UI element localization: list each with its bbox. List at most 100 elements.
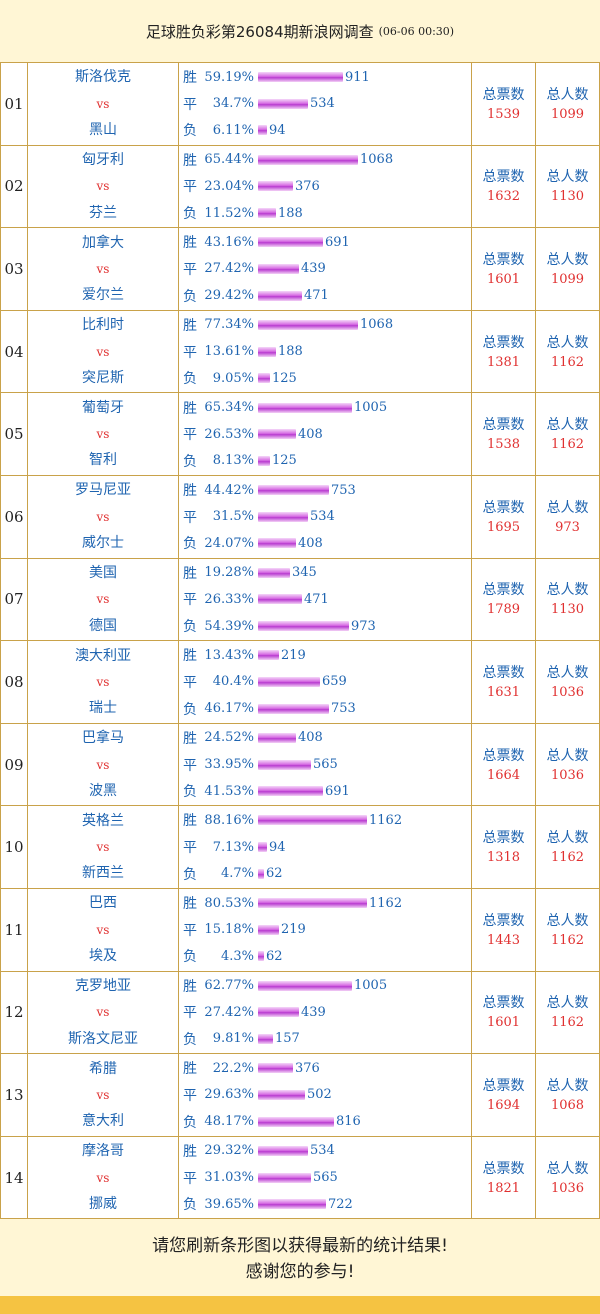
teams-stack: 巴西 vs 埃及 — [28, 890, 178, 970]
away-team-link[interactable]: 意大利 — [82, 1113, 124, 1130]
total-votes-value: 1318 — [486, 850, 521, 866]
win-bar — [258, 567, 290, 578]
home-team-link[interactable]: 罗马尼亚 — [75, 482, 131, 499]
stat-lose: 负 8.13% 125 — [183, 450, 471, 472]
away-team-link[interactable]: 斯洛文尼亚 — [68, 1030, 138, 1047]
draw-bar — [258, 181, 293, 192]
draw-percent: 26.53% — [204, 426, 254, 442]
away-team-link[interactable]: 智利 — [89, 452, 117, 469]
match-number: 14 — [0, 1135, 28, 1220]
draw-label: 平 — [183, 592, 197, 609]
total-votes-cell: 总票数 1443 — [471, 887, 536, 972]
home-team-link[interactable]: 匈牙利 — [82, 152, 124, 169]
away-team-link[interactable]: 黑山 — [89, 122, 117, 139]
draw-bar — [258, 842, 267, 853]
away-team-link[interactable]: 新西兰 — [82, 865, 124, 882]
draw-count: 188 — [278, 344, 303, 360]
win-percent: 59.19% — [204, 69, 254, 85]
home-team-link[interactable]: 巴西 — [89, 895, 117, 912]
draw-label: 平 — [183, 344, 197, 361]
total-people-cell: 总人数 1162 — [535, 392, 600, 476]
home-team-link[interactable]: 加拿大 — [82, 234, 124, 251]
stat-win: 胜 62.77% 1005 — [183, 975, 471, 997]
total-people-value: 1036 — [550, 1180, 585, 1196]
total-people-value: 1130 — [550, 189, 585, 205]
total-votes-cell: 总票数 1601 — [471, 227, 536, 311]
away-team-link[interactable]: 爱尔兰 — [82, 287, 124, 304]
away-team-link[interactable]: 威尔士 — [82, 535, 124, 552]
home-team-link[interactable]: 摩洛哥 — [82, 1143, 124, 1160]
total-votes-value: 1443 — [486, 932, 521, 948]
vote-stats: 胜 62.77% 1005 平 27.42% 439 负 9.81% 157 — [178, 970, 472, 1055]
stat-lose: 负 4.3% 62 — [183, 945, 471, 967]
home-team-link[interactable]: 巴拿马 — [82, 730, 124, 747]
home-team-link[interactable]: 澳大利亚 — [75, 647, 131, 664]
total-people-label: 总人数 — [546, 830, 589, 847]
vote-stats: 胜 13.43% 219 平 40.4% 659 负 46.17% 753 — [178, 640, 472, 724]
away-team-link[interactable]: 挪威 — [89, 1195, 117, 1212]
match-number: 03 — [0, 227, 28, 311]
draw-bar — [258, 1089, 305, 1100]
win-bar — [258, 1145, 308, 1156]
total-votes-cell: 总票数 1601 — [471, 970, 536, 1055]
total-people-label: 总人数 — [546, 582, 589, 599]
away-team-link[interactable]: 瑞士 — [89, 700, 117, 717]
home-team-link[interactable]: 希腊 — [89, 1060, 117, 1077]
win-label: 胜 — [183, 235, 197, 252]
total-votes-value: 1601 — [486, 271, 521, 287]
stat-win: 胜 88.16% 1162 — [183, 809, 471, 831]
home-team-link[interactable]: 比利时 — [82, 317, 124, 334]
total-votes-value: 1631 — [486, 684, 521, 700]
draw-count: 408 — [298, 426, 323, 442]
lose-percent: 9.81% — [212, 1031, 254, 1047]
lose-label: 负 — [183, 288, 197, 305]
lose-percent: 11.52% — [204, 205, 254, 221]
stat-win: 胜 24.52% 408 — [183, 727, 471, 749]
home-team-link[interactable]: 英格兰 — [82, 812, 124, 829]
win-count: 1005 — [354, 978, 388, 994]
lose-label: 负 — [183, 701, 197, 718]
match-number: 06 — [0, 474, 28, 559]
teams-stack: 匈牙利 vs 芬兰 — [28, 146, 178, 226]
total-votes-cell: 总票数 1318 — [471, 805, 536, 889]
match-teams: 斯洛伐克 vs 黑山 — [27, 62, 179, 146]
total-people-cell: 总人数 1099 — [535, 227, 600, 311]
home-team-link[interactable]: 斯洛伐克 — [75, 69, 131, 86]
total-votes-value: 1601 — [486, 1015, 521, 1031]
total-votes-value: 1632 — [486, 189, 521, 205]
survey-timestamp: (06-06 00:30) — [378, 24, 455, 38]
total-people-label: 总人数 — [546, 499, 589, 516]
draw-label: 平 — [183, 261, 197, 278]
home-team-link[interactable]: 葡萄牙 — [82, 399, 124, 416]
draw-label: 平 — [183, 840, 197, 857]
lose-label: 负 — [183, 536, 197, 553]
draw-label: 平 — [183, 922, 197, 939]
total-votes-cell: 总票数 1539 — [471, 62, 536, 146]
away-team-link[interactable]: 突尼斯 — [82, 369, 124, 386]
stat-lose: 负 54.39% 973 — [183, 615, 471, 637]
table-row: 09 巴拿马 vs 波黑 胜 24.52% 408 平 33.95% 565 负 41.53% 691 总… — [0, 722, 600, 807]
away-team-link[interactable]: 芬兰 — [89, 204, 117, 221]
total-votes-label: 总票数 — [482, 417, 525, 434]
table-row: 05 葡萄牙 vs 智利 胜 65.34% 1005 平 26.53% 408 负 8.13% 125 总… — [0, 392, 600, 476]
stat-draw: 平 7.13% 94 — [183, 836, 471, 858]
lose-bar — [258, 373, 270, 384]
win-percent: 77.34% — [204, 317, 254, 333]
away-team-link[interactable]: 德国 — [89, 617, 117, 634]
win-percent: 65.44% — [204, 152, 254, 168]
lose-percent: 4.7% — [220, 866, 254, 882]
lose-count: 188 — [278, 205, 303, 221]
away-team-link[interactable]: 埃及 — [89, 948, 117, 965]
total-people-label: 总人数 — [546, 1077, 589, 1094]
away-team-link[interactable]: 波黑 — [89, 782, 117, 799]
stat-lose: 负 48.17% 816 — [183, 1111, 471, 1133]
total-people-value: 1162 — [550, 354, 585, 370]
stat-lose: 负 24.07% 408 — [183, 532, 471, 554]
home-team-link[interactable]: 美国 — [89, 565, 117, 582]
draw-count: 439 — [301, 261, 326, 277]
lose-percent: 46.17% — [204, 701, 254, 717]
match-number: 10 — [0, 805, 28, 889]
total-votes-cell: 总票数 1538 — [471, 392, 536, 476]
home-team-link[interactable]: 克罗地亚 — [75, 977, 131, 994]
stat-lose: 负 41.53% 691 — [183, 780, 471, 802]
